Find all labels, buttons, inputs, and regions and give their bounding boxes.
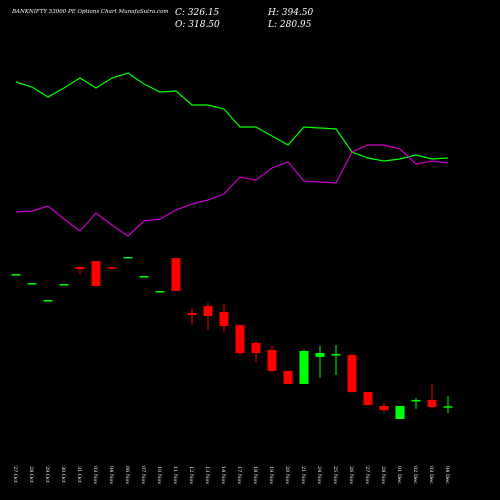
x-tick-label: 13 Nov: [204, 466, 210, 484]
x-tick-label: 20 Nov: [284, 466, 290, 484]
x-tick-label: 27 Oct: [12, 466, 18, 483]
x-tick-label: 12 Nov: [188, 466, 194, 484]
x-tick-label: 10 Nov: [156, 466, 162, 484]
x-tick-label: 01 Dec: [396, 466, 402, 484]
candle-body: [331, 354, 341, 356]
candle-body: [379, 405, 389, 410]
candle-body: [43, 299, 53, 302]
x-tick-label: 04 Dec: [444, 466, 450, 484]
candle-body: [123, 257, 133, 259]
candle-body: [59, 284, 69, 286]
candle-body: [11, 274, 21, 276]
x-tick-label: 30 Oct: [60, 466, 66, 483]
x-tick-label: 07 Nov: [140, 466, 146, 484]
stat: O: 318.50: [175, 20, 220, 30]
x-tick-label: 04 Nov: [108, 466, 114, 484]
candle-body: [411, 399, 421, 402]
x-tick-label: 31 Oct: [76, 466, 82, 483]
chart-title: BANKNIFTY 53000 PE Options Chart MunafaS…: [11, 9, 169, 15]
candle-body: [171, 258, 181, 291]
candle-body: [347, 355, 357, 393]
candle-body: [315, 352, 325, 358]
indicator-line: [15, 72, 449, 162]
x-tick-label: 02 Dec: [412, 466, 418, 484]
x-tick-label: 21 Nov: [300, 466, 306, 484]
x-tick-label: 28 Oct: [28, 466, 34, 483]
x-tick-label: 29 Oct: [44, 466, 50, 483]
x-tick-label: 06 Nov: [124, 466, 130, 484]
x-tick-label: 03 Dec: [428, 466, 434, 484]
candle-body: [363, 392, 373, 406]
candle-body: [107, 267, 117, 269]
x-tick-label: 27 Nov: [364, 466, 370, 484]
candle-body: [299, 351, 309, 384]
x-tick-label: 11 Nov: [172, 466, 178, 484]
candle-body: [203, 305, 213, 316]
candle-body: [267, 349, 277, 371]
candle-body: [395, 405, 405, 419]
candle-body: [251, 342, 261, 353]
stat: H: 394.50: [267, 8, 314, 18]
x-tick-label: 17 Nov: [236, 466, 242, 484]
stat: C: 326.15: [175, 8, 220, 18]
x-tick-label: 18 Nov: [252, 466, 258, 484]
candle-body: [283, 370, 293, 384]
candle-body: [139, 276, 149, 278]
candle-body: [443, 406, 453, 408]
indicator-line: [15, 144, 449, 237]
x-tick-label: 19 Nov: [268, 466, 274, 484]
candle-body: [155, 290, 165, 293]
x-tick-label: 26 Nov: [348, 466, 354, 484]
candle-body: [75, 267, 85, 269]
stat: L: 280.95: [267, 20, 312, 30]
candle-body: [427, 399, 437, 407]
candle-body: [187, 312, 197, 316]
x-tick-label: 24 Nov: [316, 466, 322, 484]
x-tick-label: 25 Nov: [332, 466, 338, 484]
x-tick-label: 14 Nov: [220, 466, 226, 484]
candle-body: [235, 324, 245, 353]
candle-body: [91, 261, 101, 287]
candle-body: [27, 283, 37, 285]
x-tick-label: 03 Nov: [92, 466, 98, 484]
candle-body: [219, 311, 229, 327]
x-tick-label: 28 Nov: [380, 466, 386, 484]
